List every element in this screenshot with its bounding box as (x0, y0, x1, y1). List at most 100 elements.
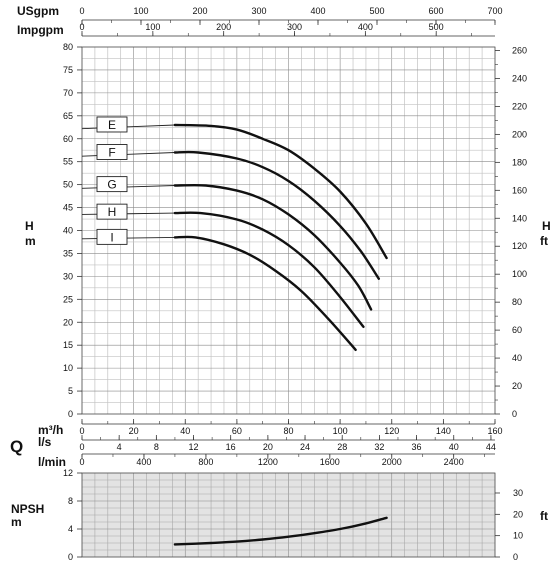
head-m-tick-label: 10 (63, 363, 73, 373)
head-left-label-m: m (25, 234, 36, 248)
npsh-m-tick-label: 0 (68, 552, 73, 562)
head-ft-tick-label: 60 (512, 325, 522, 335)
head-ft-tick-label: 80 (512, 297, 522, 307)
m3h-tick-label: 60 (232, 426, 242, 436)
head-right-label-ft: ft (540, 234, 548, 248)
curve-label-E: E (108, 118, 116, 132)
m3h-axis-label: m³/h (38, 423, 63, 437)
head-m-tick-label: 20 (63, 317, 73, 327)
head-m-tick-label: 25 (63, 294, 73, 304)
curve-label-box-G (96, 176, 128, 193)
lmin-tick-label: 2000 (382, 457, 402, 467)
usgpm-tick-label: 500 (369, 6, 384, 16)
head-m-tick-label: 30 (63, 271, 73, 281)
curve-label-G: G (107, 178, 116, 192)
head-m-tick-label: 55 (63, 157, 73, 167)
head-right-label-h: H (542, 219, 551, 233)
usgpm-tick-label: 600 (428, 6, 443, 16)
npsh-m-tick-label: 4 (68, 524, 73, 534)
head-curve-I-lead (81, 236, 175, 240)
head-curve-E (173, 123, 388, 260)
ls-tick-label: 8 (154, 442, 159, 452)
m3h-tick-label: 160 (487, 426, 502, 436)
head-ft-tick-label: 220 (512, 101, 527, 111)
ls-tick-label: 28 (337, 442, 347, 452)
lmin-tick-label: 2400 (444, 457, 464, 467)
m3h-tick-label: 20 (129, 426, 139, 436)
m3h-tick-label: 140 (436, 426, 451, 436)
ls-axis-label: l/s (38, 435, 52, 449)
ls-tick-label: 36 (412, 442, 422, 452)
head-curve-H-lead (81, 212, 175, 215)
head-m-tick-label: 65 (63, 111, 73, 121)
lmin-axis-label: l/min (38, 455, 66, 469)
lmin-tick-label: 400 (136, 457, 151, 467)
head-curve-F-lead (81, 152, 175, 157)
curve-label-H: H (108, 205, 117, 219)
head-m-tick-label: 40 (63, 226, 73, 236)
m3h-tick-label: 0 (79, 426, 84, 436)
npsh-m-tick-label: 12 (63, 468, 73, 478)
head-ft-tick-label: 40 (512, 353, 522, 363)
ls-tick-label: 12 (189, 442, 199, 452)
head-ft-tick-label: 180 (512, 157, 527, 167)
head-curve-F (173, 150, 380, 280)
lmin-tick-label: 1600 (320, 457, 340, 467)
head-m-tick-label: 80 (63, 42, 73, 52)
head-ft-tick-label: 0 (512, 409, 517, 419)
usgpm-tick-label: 700 (487, 6, 502, 16)
impgpm-tick-label: 0 (79, 22, 84, 32)
head-ft-tick-label: 240 (512, 73, 527, 83)
lmin-tick-label: 1200 (258, 457, 278, 467)
curve-label-box-F (96, 144, 128, 160)
head-ft-tick-label: 100 (512, 269, 527, 279)
usgpm-tick-label: 100 (133, 6, 148, 16)
impgpm-tick-label: 200 (216, 22, 231, 32)
head-m-tick-label: 15 (63, 340, 73, 350)
curve-label-F: F (108, 146, 115, 160)
npsh-unit-label: m (11, 515, 22, 529)
flow-q-symbol: Q (10, 437, 23, 456)
npsh-m-tick-label: 8 (68, 496, 73, 506)
m3h-tick-label: 120 (384, 426, 399, 436)
head-m-tick-label: 5 (68, 386, 73, 396)
head-ft-tick-label: 140 (512, 213, 527, 223)
npsh-ft-tick-label: 10 (513, 531, 523, 541)
head-curve-H (173, 211, 365, 328)
head-m-tick-label: 35 (63, 248, 73, 258)
npsh-ft-tick-label: 30 (513, 488, 523, 498)
curve-label-I: I (110, 230, 113, 244)
ls-tick-label: 4 (117, 442, 122, 452)
ls-tick-label: 16 (226, 442, 236, 452)
npsh-right-unit-label: ft (540, 509, 548, 523)
npsh-curve (173, 516, 388, 546)
usgpm-tick-label: 200 (192, 6, 207, 16)
m3h-tick-label: 80 (283, 426, 293, 436)
usgpm-tick-label: 400 (310, 6, 325, 16)
impgpm-tick-label: 300 (287, 22, 302, 32)
head-curve-G (173, 183, 373, 311)
head-ft-tick-label: 200 (512, 129, 527, 139)
head-curve-E-lead (81, 124, 175, 130)
head-m-tick-label: 50 (63, 180, 73, 190)
ls-tick-label: 40 (449, 442, 459, 452)
npsh-axis-label: NPSH (11, 502, 44, 516)
npsh-plot-frame (81, 472, 496, 558)
head-curve-I (173, 235, 357, 351)
npsh-ft-tick-label: 0 (513, 552, 518, 562)
head-left-label-h: H (25, 219, 34, 233)
impgpm-tick-label: 400 (358, 22, 373, 32)
lmin-tick-label: 0 (79, 457, 84, 467)
head-m-tick-label: 0 (68, 409, 73, 419)
ls-tick-label: 32 (374, 442, 384, 452)
usgpm-axis-label: USgpm (17, 4, 59, 18)
usgpm-tick-label: 300 (251, 6, 266, 16)
head-ft-tick-label: 20 (512, 381, 522, 391)
ls-tick-label: 24 (300, 442, 310, 452)
ls-tick-label: 44 (486, 442, 496, 452)
ls-tick-label: 20 (263, 442, 273, 452)
usgpm-tick-label: 0 (79, 6, 84, 16)
m3h-tick-label: 40 (180, 426, 190, 436)
impgpm-axis-label: Impgpm (17, 23, 64, 37)
